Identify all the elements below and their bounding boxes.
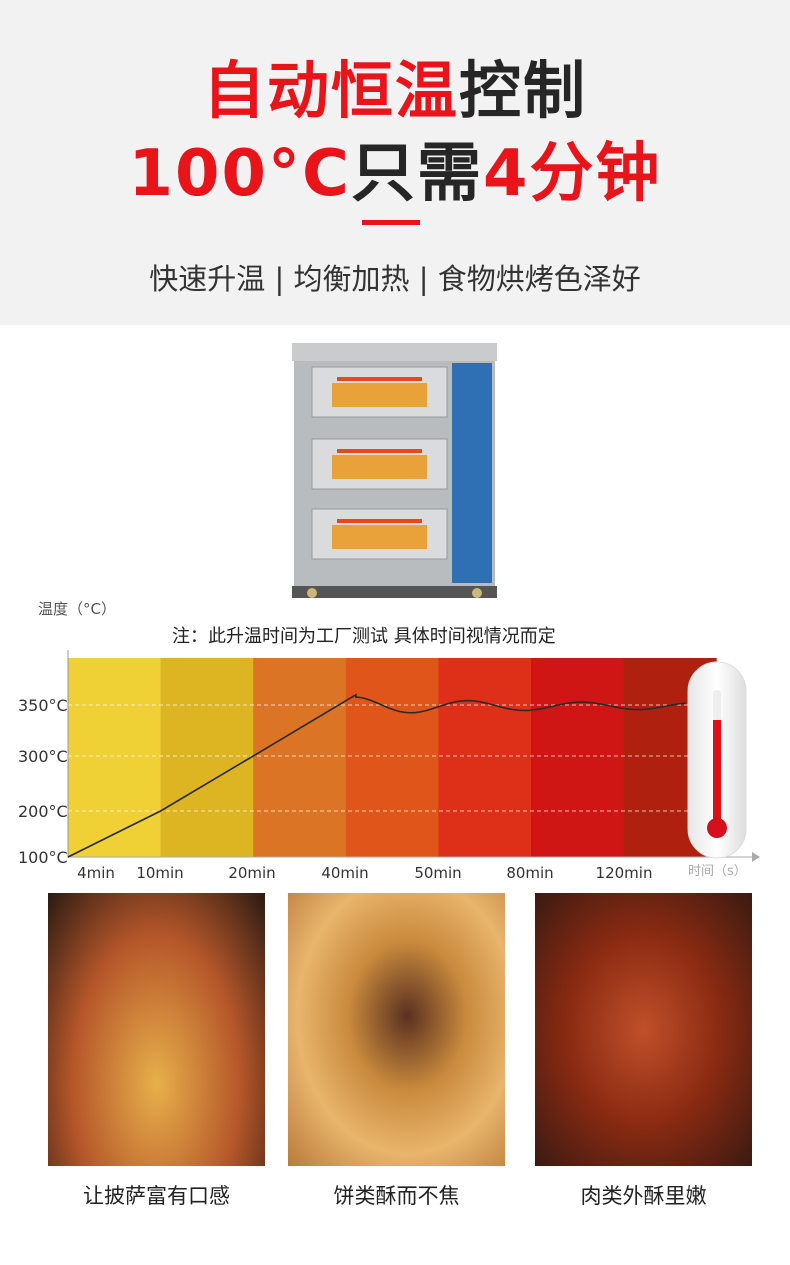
headline-dark: 只需 bbox=[351, 137, 484, 211]
color-band bbox=[68, 658, 162, 857]
caption-pizza: 让披萨富有口感 bbox=[83, 1184, 230, 1208]
headline-line2: 100°C只需4分钟 bbox=[0, 122, 790, 214]
headline-dark: 控制 bbox=[459, 54, 588, 127]
headline-line1: 自动恒温控制 bbox=[0, 40, 790, 130]
color-band bbox=[531, 658, 625, 857]
hero-banner: 自动恒温控制 100°C只需4分钟 快速升温 | 均衡加热 | 食物烘烤色泽好 bbox=[0, 0, 790, 325]
x-tick-label: 10min bbox=[136, 864, 183, 882]
x-tick-label: 50min bbox=[414, 864, 461, 882]
color-band bbox=[160, 658, 254, 857]
oven-image bbox=[292, 343, 497, 598]
color-band bbox=[345, 658, 439, 857]
subtitle: 快速升温 | 均衡加热 | 食物烘烤色泽好 bbox=[149, 262, 641, 296]
chicken-wings-photo bbox=[535, 893, 752, 1166]
headline-temp: 100°C bbox=[128, 137, 352, 211]
y-axis-label: 温度（°C） bbox=[38, 600, 116, 618]
x-axis-arrow bbox=[752, 852, 760, 862]
temperature-chart: 100°C 200°C 300°C 350°C 4min 10min 20min 40min 5… bbox=[18, 650, 760, 882]
y-tick-label: 350°C bbox=[18, 696, 68, 715]
temperature-curve bbox=[67, 693, 686, 858]
divider bbox=[362, 220, 420, 225]
caption-pastry: 饼类酥而不焦 bbox=[333, 1184, 460, 1208]
caption-meat: 肉类外酥里嫩 bbox=[580, 1184, 707, 1208]
x-tick-label: 40min bbox=[321, 864, 368, 882]
pizza-photo bbox=[48, 893, 265, 1166]
pastry-photo bbox=[288, 893, 505, 1166]
color-band bbox=[253, 658, 347, 857]
x-axis-label: 时间（s） bbox=[688, 864, 747, 879]
x-tick-label: 120min bbox=[596, 864, 653, 882]
x-tick-label: 80min bbox=[506, 864, 553, 882]
y-tick-label: 100°C bbox=[18, 848, 68, 867]
headline-time: 4分钟 bbox=[483, 137, 662, 211]
x-tick-label: 4min bbox=[77, 864, 115, 882]
y-tick-label: 300°C bbox=[18, 747, 68, 766]
headline-red: 自动恒温 bbox=[202, 54, 459, 127]
thermometer-icon bbox=[687, 661, 747, 859]
y-tick-label: 200°C bbox=[18, 802, 68, 821]
x-tick-label: 20min bbox=[228, 864, 275, 882]
color-band bbox=[438, 658, 532, 857]
chart-note: 注：此升温时间为工厂测试 具体时间视情况而定 bbox=[172, 626, 556, 647]
